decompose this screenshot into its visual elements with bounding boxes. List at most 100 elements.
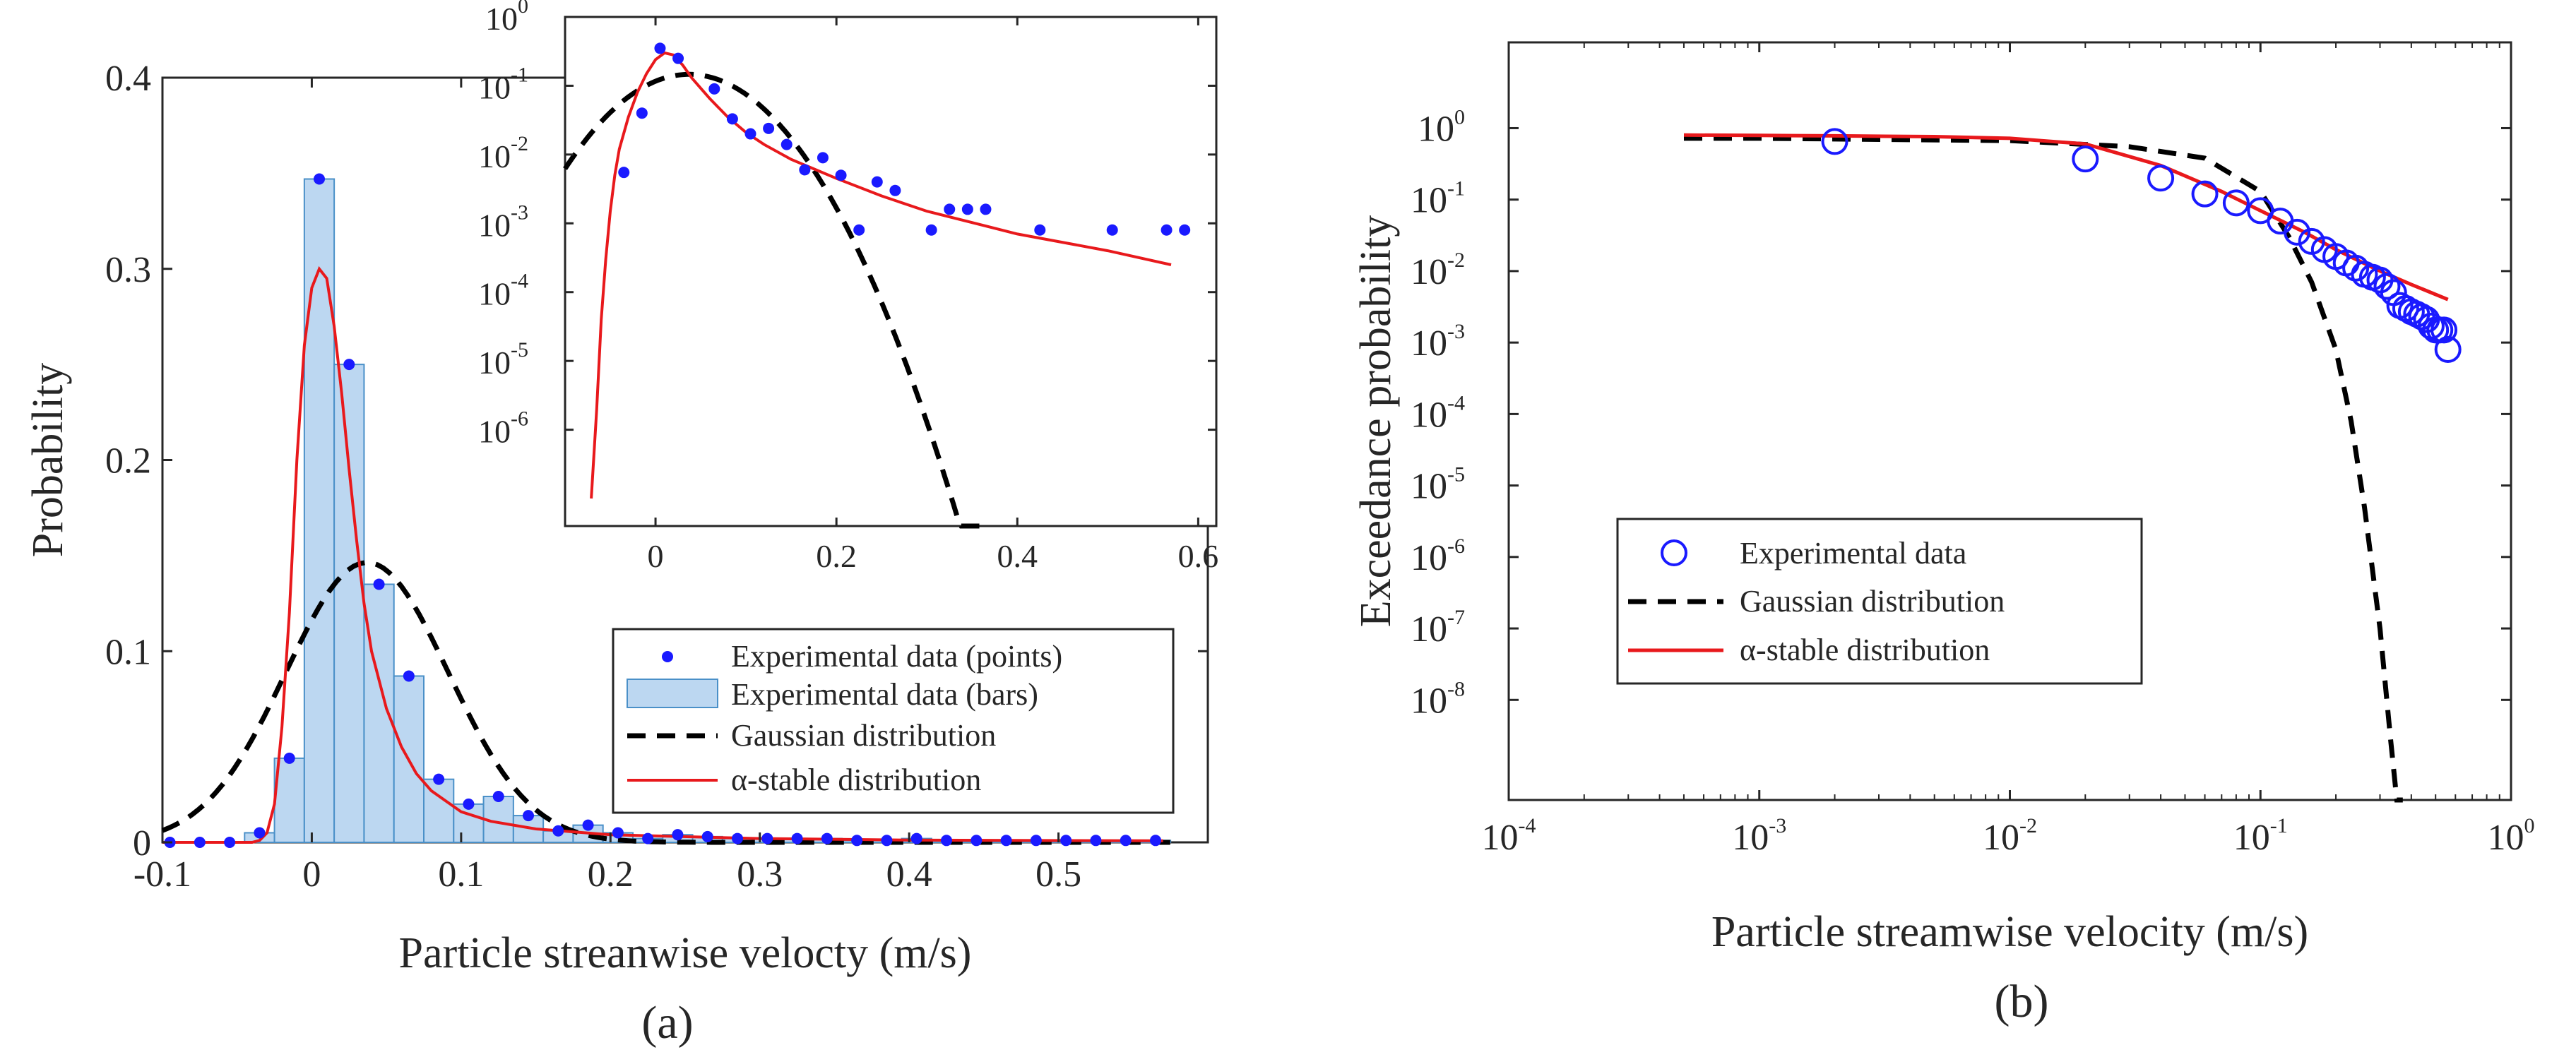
histogram-bar (333, 364, 365, 843)
panel-b-y-tick-label-exponent: -3 (1447, 320, 1465, 343)
panel-b-x-tick-label: 100 (2488, 814, 2535, 858)
inset-point (744, 128, 756, 140)
inset-x-tick-label: 0 (648, 538, 664, 574)
experimental-marker (2222, 189, 2250, 217)
panel-b-x-tick-label: 10-2 (1983, 814, 2037, 858)
inset-point (654, 42, 666, 54)
experimental-point (224, 837, 236, 848)
experimental-point (1090, 835, 1102, 847)
panel-b-y-tick-label: 10-2 (1411, 249, 1465, 292)
experimental-marker (2284, 218, 2311, 246)
panel-b-x-tick-label-base: 10 (2488, 818, 2524, 858)
experimental-point (761, 832, 773, 844)
panel-a-ticks: -0.1 0 0.1 0.2 0.3 0.4 0.500.10.20.30.4 (105, 59, 1208, 895)
inset-y-tick-label-exponent: -1 (511, 63, 528, 86)
inset-point (925, 224, 937, 236)
inset-experimental-points (618, 42, 1191, 236)
panel-b-y-tick-label: 10-5 (1411, 463, 1465, 507)
inset-y-tick-label: 10-1 (478, 63, 528, 105)
panel-b-ticks: 10-4 10-3 10-2 10-1 10010010-110-210-310-410… (1411, 42, 2535, 858)
inset-y-tick-label-exponent: -3 (511, 201, 528, 224)
experimental-point (941, 835, 952, 847)
experimental-point (1030, 835, 1042, 847)
inset-y-tick-label-base: 10 (478, 138, 511, 174)
inset-y-tick-label-exponent: -4 (511, 270, 528, 293)
inset-point (1106, 224, 1118, 236)
panel-b-y-tick-label-base: 10 (1411, 681, 1447, 721)
inset-y-tick-label-exponent: 0 (518, 0, 528, 18)
legend-point-marker (662, 651, 673, 662)
experimental-point (552, 825, 564, 837)
panel-b-y-tick-label-base: 10 (1411, 252, 1447, 292)
legend-circle-marker (1661, 539, 1687, 566)
panel-b-y-tick-label-exponent: -2 (1447, 249, 1465, 272)
panel-b-x-tick-label: 10-3 (1732, 814, 1786, 858)
panel-a: -0.1 0 0.1 0.2 0.3 0.4 0.500.10.20.30.4 Probab… (24, 0, 1218, 1049)
inset-point (672, 52, 684, 64)
panel-b-experimental-markers (1821, 128, 2462, 363)
experimental-marker (2373, 273, 2401, 300)
panel-a-experimental-points (164, 173, 1161, 848)
experimental-marker (2434, 335, 2462, 363)
experimental-marker (1821, 128, 1848, 155)
experimental-point (373, 578, 385, 590)
legend-bar-swatch (627, 679, 718, 708)
inset-point (708, 83, 720, 95)
experimental-marker (2430, 316, 2458, 344)
experimental-point (821, 832, 833, 844)
panel-b-x-axis-label: Particle streamwise velocity (m/s) (1711, 908, 2308, 956)
inset-x-tick-label: 0.4 (997, 538, 1038, 574)
inset-y-tick-label-base: 10 (478, 345, 511, 381)
legend-label-alpha: α-stable distribution (1740, 633, 1990, 667)
alpha-stable-line (162, 265, 1163, 844)
experimental-point (1060, 835, 1072, 847)
y-tick-label: 0.4 (105, 59, 151, 99)
panel-b-y-tick-label-exponent: -1 (1447, 177, 1465, 201)
inset-y-tick-label: 10-6 (478, 407, 528, 450)
experimental-point (642, 832, 654, 844)
experimental-marker (2342, 254, 2370, 282)
x-tick-label: 0.5 (1035, 854, 1081, 895)
inset-point (835, 169, 847, 181)
panel-b: 10-4 10-3 10-2 10-1 10010010-110-210-310-410… (1352, 41, 2535, 1027)
y-tick-label: 0.3 (105, 250, 151, 290)
experimental-point (523, 810, 534, 822)
inset-y-tick-label-base: 10 (478, 276, 511, 312)
experimental-point (612, 827, 624, 839)
inset-y-tick-label: 10-5 (478, 338, 528, 381)
panel-b-y-tick-label-base: 10 (1411, 395, 1447, 435)
x-tick-label: 0.3 (737, 854, 783, 895)
panel-a-label: (a) (641, 997, 693, 1049)
legend-label-alpha: α-stable distribution (731, 763, 981, 797)
x-tick-label: -0.1 (133, 854, 191, 895)
inset-point (780, 138, 793, 150)
inset-point (763, 122, 775, 134)
inset-point (1179, 224, 1191, 236)
panel-b-y-tick-label-exponent: -7 (1447, 606, 1465, 629)
experimental-point (881, 835, 893, 847)
legend-label-bars: Experimental data (bars) (731, 677, 1038, 712)
panel-b-y-tick-label-base: 10 (1411, 323, 1447, 364)
inset-y-tick-label-exponent: -6 (511, 407, 528, 431)
legend-label-experimental: Experimental data (1740, 536, 1966, 571)
panel-b-y-tick-label-base: 10 (1411, 538, 1447, 578)
panel-b-x-tick-label: 10-4 (1482, 814, 1536, 858)
panel-a-alpha-stable-curve (162, 265, 1163, 844)
panel-b-y-tick-label-base: 10 (1411, 181, 1447, 221)
experimental-point (433, 773, 445, 785)
x-tick-label: 0.4 (886, 854, 932, 895)
experimental-point (791, 832, 803, 844)
x-tick-label: 0.1 (438, 854, 484, 895)
inset-point (961, 203, 973, 215)
inset-y-tick-label-exponent: -5 (511, 338, 528, 362)
panel-b-y-tick-label-base: 10 (1418, 109, 1454, 149)
experimental-point (1150, 835, 1161, 847)
inset-x-tick-label: 0.6 (1178, 538, 1219, 574)
panel-a-x-axis-label: Particle streanwise velocty (m/s) (399, 929, 972, 977)
inset-point (853, 224, 865, 236)
legend-label-gaussian: Gaussian distribution (1740, 584, 2005, 619)
panel-b-y-tick-label-base: 10 (1411, 609, 1447, 650)
y-tick-label: 0.2 (105, 441, 151, 482)
